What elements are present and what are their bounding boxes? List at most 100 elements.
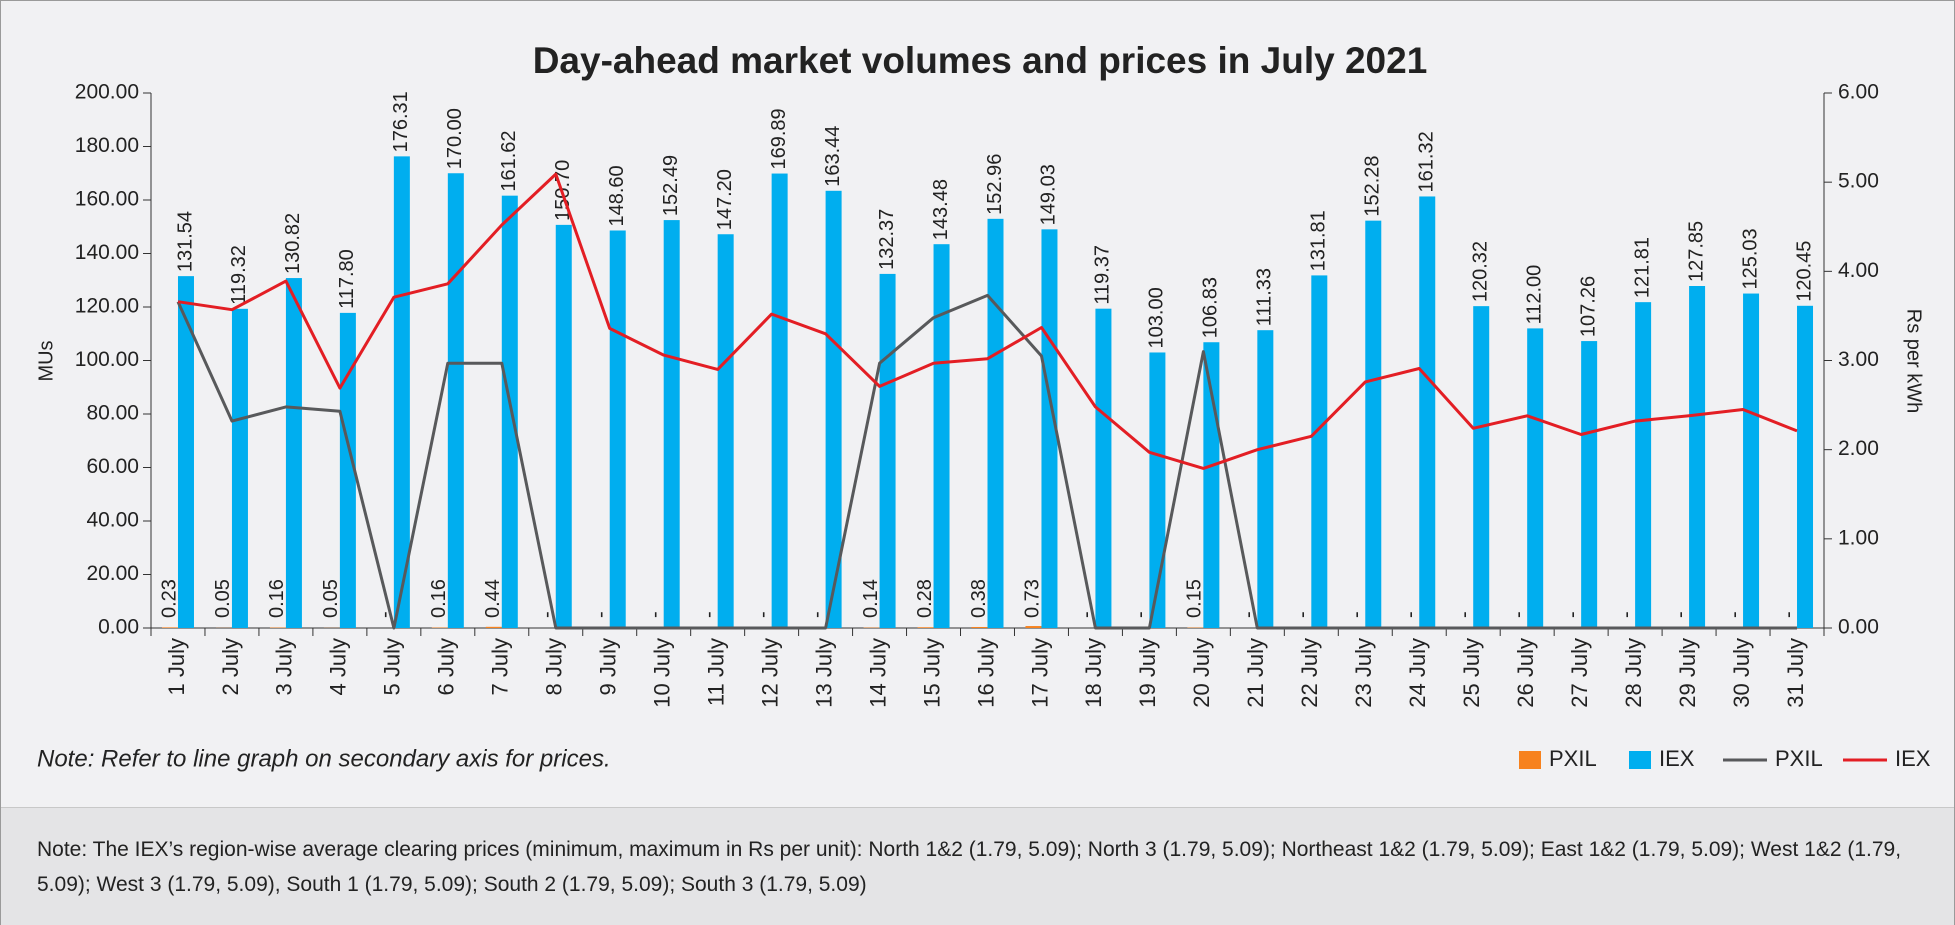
x-tick-label: 19 July: [1135, 638, 1160, 708]
bar: [917, 627, 934, 628]
value-label: 132.37: [876, 209, 898, 270]
bar: [933, 244, 950, 629]
value-label: 125.03: [1739, 228, 1761, 289]
bar: [1581, 341, 1598, 628]
value-label: 152.28: [1362, 155, 1384, 216]
bar: [177, 276, 194, 628]
value-label: 176.31: [390, 91, 412, 152]
bar: [1797, 305, 1814, 628]
y-tick-label: 40.00: [86, 509, 139, 532]
value-label: -: [374, 611, 396, 618]
value-label: -: [1507, 611, 1529, 618]
value-label: 152.49: [660, 155, 682, 216]
bar: [971, 626, 988, 628]
x-tick-label: 31 July: [1783, 638, 1808, 708]
bar: [1311, 275, 1328, 628]
value-label: 0.16: [428, 579, 450, 618]
bar: [1365, 220, 1382, 628]
value-label: 0.44: [482, 579, 504, 618]
x-tick-label: 8 July: [542, 638, 567, 695]
y2-tick-label: 3.00: [1838, 348, 1879, 371]
value-label: -: [536, 611, 558, 618]
bar: [447, 173, 464, 628]
bar: [1527, 328, 1544, 628]
x-tick-label: 4 July: [326, 638, 351, 695]
y-tick-label: 140.00: [75, 241, 139, 264]
bar: [231, 308, 248, 628]
bar: [1419, 196, 1436, 628]
value-label: -: [1130, 611, 1152, 618]
value-label: 149.03: [1038, 164, 1060, 225]
value-label: -: [1238, 611, 1260, 618]
bar: [555, 224, 572, 628]
legend-label: IEX: [1895, 746, 1931, 771]
value-label: 143.48: [930, 179, 952, 240]
y-tick-label: 160.00: [75, 188, 139, 211]
annotation: Note: Refer to line graph on secondary a…: [37, 745, 611, 772]
x-tick-label: 11 July: [703, 638, 728, 706]
bar: [1095, 308, 1112, 628]
value-label: 169.89: [768, 108, 790, 169]
x-tick-label: 24 July: [1405, 638, 1430, 708]
value-label: -: [806, 611, 828, 618]
value-label: -: [1669, 611, 1691, 618]
value-label: -: [644, 611, 666, 618]
value-label: -: [1076, 611, 1098, 618]
x-tick-label: 2 July: [218, 638, 243, 695]
x-tick-label: 25 July: [1459, 638, 1484, 708]
price-line: [177, 172, 1798, 470]
value-label: 152.96: [984, 154, 1006, 215]
x-tick-label: 23 July: [1351, 638, 1376, 708]
value-label: -: [1400, 611, 1422, 618]
bar: [285, 278, 302, 628]
chart-title: Day-ahead market volumes and prices in J…: [533, 40, 1428, 81]
x-tick-label: 10 July: [650, 638, 675, 708]
x-tick-label: 7 July: [488, 638, 513, 695]
chart: Day-ahead market volumes and prices in J…: [35, 40, 1931, 773]
value-label: -: [1777, 611, 1799, 618]
y-tick-label: 100.00: [75, 348, 139, 371]
y-tick-label: 200.00: [75, 81, 139, 104]
y2-tick-label: 2.00: [1838, 437, 1879, 460]
value-label: 0.23: [158, 579, 180, 618]
value-label: 0.05: [212, 579, 234, 618]
bar: [393, 156, 410, 629]
bar: [663, 220, 680, 629]
x-tick-label: 21 July: [1243, 638, 1268, 708]
y-tick-label: 20.00: [86, 562, 139, 585]
bar: [879, 273, 896, 628]
bar: [609, 230, 626, 628]
x-tick-label: 1 July: [164, 638, 189, 695]
y2-tick-label: 5.00: [1838, 170, 1879, 193]
bar: [771, 173, 788, 628]
value-label: 0.05: [320, 579, 342, 618]
x-tick-label: 16 July: [973, 638, 998, 708]
value-label: -: [1561, 611, 1583, 618]
value-label: 170.00: [444, 108, 466, 169]
footnote: Note: The IEX’s region-wise average clea…: [37, 838, 1902, 896]
bar: [501, 195, 518, 628]
y2-tick-label: 0.00: [1838, 616, 1879, 639]
value-label: 0.28: [914, 579, 936, 618]
value-label: 120.32: [1469, 241, 1491, 302]
value-label: 117.80: [336, 249, 358, 309]
y-tick-label: 0.00: [98, 616, 139, 639]
value-label: 0.16: [266, 579, 288, 618]
y2-axis-label: Rs per kWh: [1903, 309, 1925, 413]
x-tick-label: 17 July: [1027, 638, 1052, 708]
x-tick-label: 12 July: [757, 638, 782, 708]
x-tick-label: 20 July: [1189, 638, 1214, 708]
legend-label: PXIL: [1549, 746, 1597, 771]
x-tick-label: 6 July: [434, 638, 459, 695]
bar: [339, 312, 356, 628]
value-label: 112.00: [1523, 265, 1545, 325]
legend-label: IEX: [1659, 746, 1695, 771]
legend-swatch: [1629, 751, 1651, 769]
y2-tick-label: 4.00: [1838, 259, 1879, 282]
value-label: 111.33: [1254, 268, 1276, 326]
value-label: -: [1346, 611, 1368, 618]
value-label: -: [698, 611, 720, 618]
value-label: 121.81: [1631, 237, 1653, 298]
x-tick-label: 29 July: [1675, 638, 1700, 708]
value-label: 131.54: [174, 211, 196, 272]
